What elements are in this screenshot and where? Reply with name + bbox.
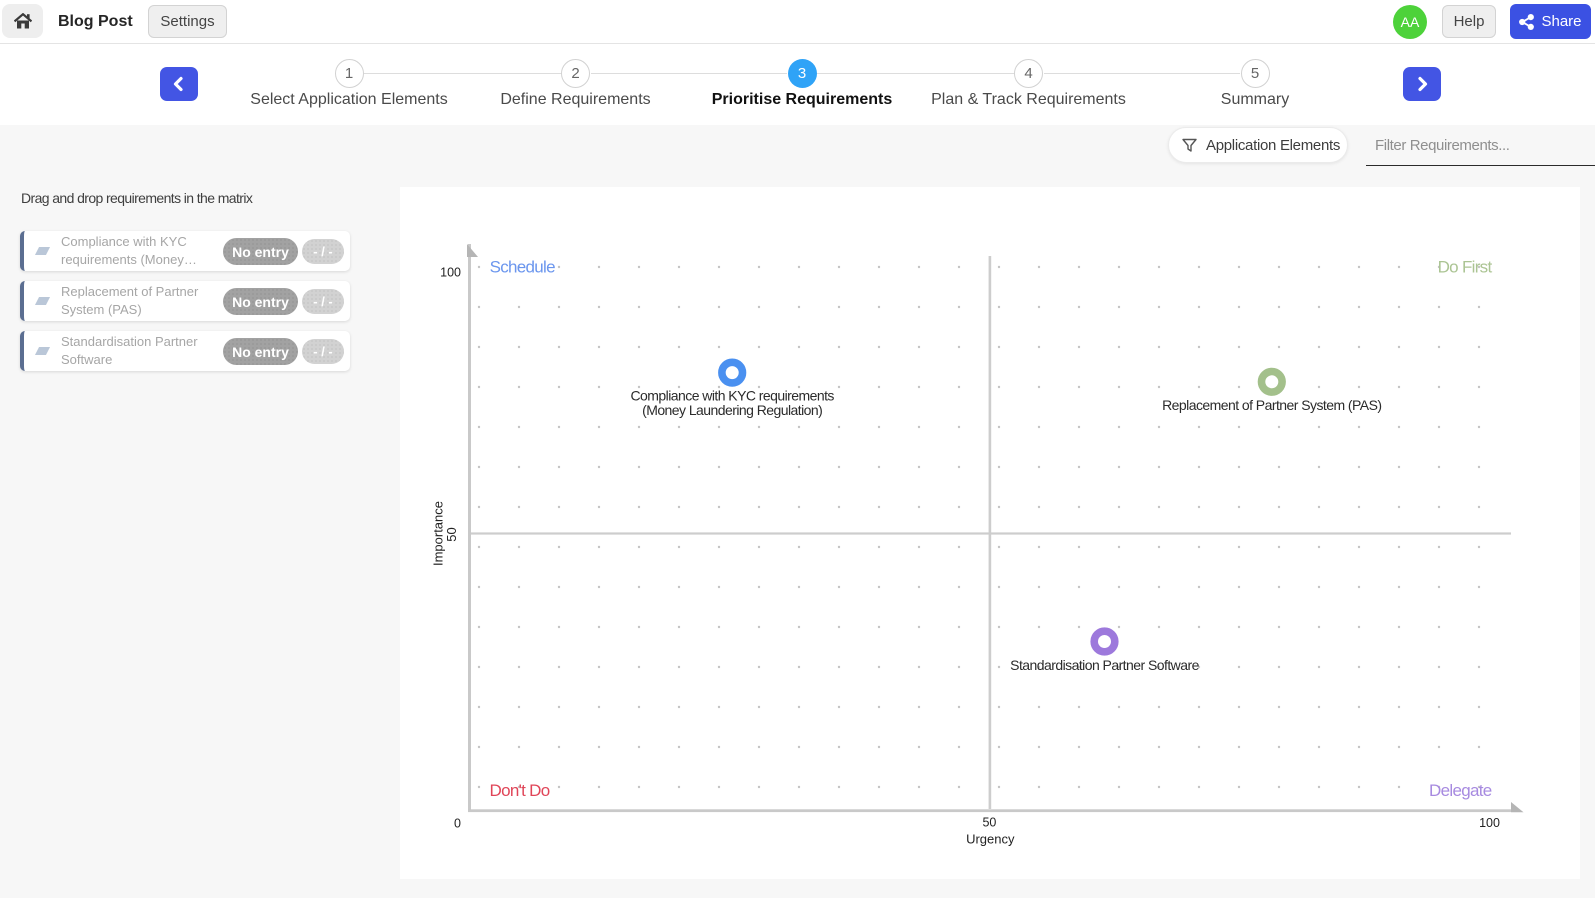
svg-text:Schedule: Schedule xyxy=(490,258,556,277)
svg-text:(Money Laundering Regulation): (Money Laundering Regulation) xyxy=(642,402,822,418)
svg-text:100: 100 xyxy=(1479,816,1500,830)
svg-text:Urgency: Urgency xyxy=(966,831,1015,846)
svg-text:Replacement of Partner System: Replacement of Partner System (PAS) xyxy=(1162,397,1381,413)
svg-text:Do First: Do First xyxy=(1438,257,1493,276)
svg-text:50: 50 xyxy=(982,816,996,830)
svg-text:50: 50 xyxy=(444,527,459,541)
svg-text:Delegate: Delegate xyxy=(1429,781,1492,800)
svg-text:Importance: Importance xyxy=(431,501,446,566)
svg-text:0: 0 xyxy=(454,817,461,831)
svg-text:Don't Do: Don't Do xyxy=(490,781,550,800)
svg-text:Compliance with KYC requiremen: Compliance with KYC requirements xyxy=(631,388,835,404)
svg-text:100: 100 xyxy=(440,266,461,280)
svg-text:Standardisation Partner Softwa: Standardisation Partner Software xyxy=(1010,657,1199,673)
